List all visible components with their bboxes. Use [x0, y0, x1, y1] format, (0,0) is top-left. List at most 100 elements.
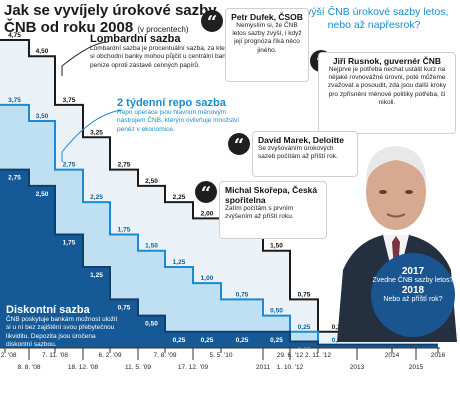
discount-value-label: 0,75 [118, 304, 131, 311]
discount-value-label: 1,25 [90, 272, 103, 279]
discount-area [193, 331, 221, 348]
repo-value-label: 3,50 [36, 113, 49, 120]
quote-skorepa-text: Zatím počítám s prvním zvýšením až příšt… [225, 205, 294, 221]
repo-value-label: 1,75 [118, 227, 131, 234]
year-2017: 2017 [401, 266, 425, 277]
title-line2: ČNB od roku 2008 [4, 19, 134, 36]
discount-area [0, 169, 29, 348]
lombard-value-label: 2,25 [173, 194, 186, 201]
repo-band [110, 234, 138, 300]
quote-skorepa: Michal Skořepa, Česká spořitelna Zatím p… [219, 181, 327, 239]
x-tick-label: 8. 2. '08 [0, 352, 17, 359]
discount-value-label: 0,25 [236, 337, 249, 344]
lombard-value-label: 3,75 [63, 97, 76, 104]
quote-rusnok: Jiří Rusnok, guvernér ČNB Nejprve je pot… [318, 52, 456, 134]
x-tick-label: 2014 [385, 352, 400, 359]
repo-value-label: 0,75 [236, 291, 249, 298]
lombard-band [0, 40, 29, 105]
discount-title: Diskontní sazba [6, 304, 90, 316]
lombard-title: Lombardní sazba [90, 33, 181, 45]
x-tick-label: 8. 8. '08 [18, 364, 41, 371]
x-tick-label: 7. 8. '09 [154, 352, 177, 359]
discount-legend: Diskontní sazba ČNB poskytuje bankám mož… [6, 304, 118, 350]
discount-value-label: 0,25 [201, 337, 214, 344]
repo-value-label: 3,75 [8, 97, 21, 104]
x-tick-label: 17. 12. '09 [178, 364, 209, 371]
quote-marek-name: David Marek, Deloitte [258, 135, 344, 145]
repo-legend: 2 týdenní repo sazba Repo operace jsou h… [117, 97, 242, 134]
repo-value-label: 2,75 [63, 162, 76, 169]
repo-value-label: 0,50 [270, 308, 283, 315]
quote-skorepa-name: Michal Skořepa, Česká spořitelna [225, 185, 318, 205]
x-tick-label: 2. 11. '12 [305, 352, 331, 359]
page-title: Jak se vyvíjely úrokové sazby ČNB od rok… [4, 2, 254, 38]
discount-area [165, 331, 193, 348]
discount-area [318, 344, 438, 348]
discount-area [290, 341, 318, 348]
question-2018: Nebo až příští rok? [383, 296, 443, 303]
discount-value-label: 2,50 [36, 191, 49, 198]
lombard-value-label: 2,00 [201, 210, 214, 217]
quote-marek-text: Se zvyšováním úrokových sazeb počítám až… [258, 145, 338, 161]
repo-line [0, 103, 438, 346]
repo-band [29, 121, 55, 186]
lombard-band [290, 299, 318, 332]
lombard-band [263, 250, 290, 316]
lombard-band [83, 137, 110, 203]
repo-value-label: 0,25 [298, 324, 311, 331]
x-tick-label: 1. 10. '12 [277, 364, 304, 371]
discount-value-label: 1,75 [63, 240, 76, 247]
repo-band [193, 283, 221, 332]
discount-value-label: 0,05 [332, 350, 345, 357]
lombard-value-label: 2,75 [118, 162, 131, 169]
x-tick-label: 18. 12. '08 [68, 364, 99, 371]
repo-value-label: 1,50 [145, 243, 158, 250]
discount-area [221, 331, 263, 348]
quote-mark-icon: “ [228, 133, 250, 156]
x-tick-label: 2011 [256, 364, 270, 371]
quote-rusnok-name: Jiří Rusnok, guvernér ČNB [332, 56, 442, 66]
quote-mark-icon: “ [195, 181, 217, 204]
year-2018: 2018 [401, 285, 425, 296]
x-tick-label: 2015 [409, 364, 424, 371]
repo-band [55, 169, 83, 235]
discount-value-label: 0,10 [298, 347, 311, 354]
repo-band [263, 315, 290, 332]
repo-band [138, 250, 165, 316]
title-line1: Jak se vyvíjely úrokové sazby [4, 2, 217, 19]
discount-area [83, 266, 110, 348]
discount-value-label: 0,25 [270, 337, 283, 344]
quote-marek: David Marek, Deloitte Se zvyšováním úrok… [252, 131, 358, 177]
x-tick-label: 2013 [350, 364, 365, 371]
quote-dufek-text: Nemyslím si, že ČNB letos sazby zvýší, i… [232, 22, 302, 54]
lombard-value-label: 4,50 [36, 48, 49, 55]
discount-value-label: 2,75 [8, 175, 21, 182]
x-tick-label: 5. 5. '10 [210, 352, 233, 359]
discount-area [29, 185, 55, 348]
repo-value-label: 1,00 [201, 275, 214, 282]
lombard-value-label: 3,25 [90, 129, 103, 136]
repo-title: 2 týdenní repo sazba [117, 97, 226, 109]
discount-area [110, 299, 138, 348]
x-tick-label: 7. 11. '08 [42, 352, 68, 359]
lombard-band [29, 56, 55, 122]
lombard-band [221, 234, 263, 300]
lombard-band [110, 169, 138, 235]
lombard-value-label: 1,50 [270, 243, 283, 250]
repo-band [221, 299, 263, 332]
discount-value-label: 0,25 [173, 337, 186, 344]
quote-rusnok-text: Nejprve je potřeba nechat ustálit kurz n… [327, 66, 447, 106]
discount-area [55, 234, 83, 348]
discount-line [0, 168, 438, 346]
discount-text: ČNB poskytuje bankám možnost uložit si u… [6, 316, 118, 349]
repo-arrow [61, 109, 123, 162]
lombard-text: Lombardní sazba je procentuální sazba, z… [90, 45, 235, 69]
lombard-line [0, 39, 438, 333]
lombard-band [165, 202, 193, 267]
lombard-band [193, 218, 221, 284]
lombard-value-label: 0,25 [332, 324, 345, 331]
lombard-value-label: 0,75 [298, 291, 311, 298]
title-sub: (v procentech) [137, 25, 189, 34]
